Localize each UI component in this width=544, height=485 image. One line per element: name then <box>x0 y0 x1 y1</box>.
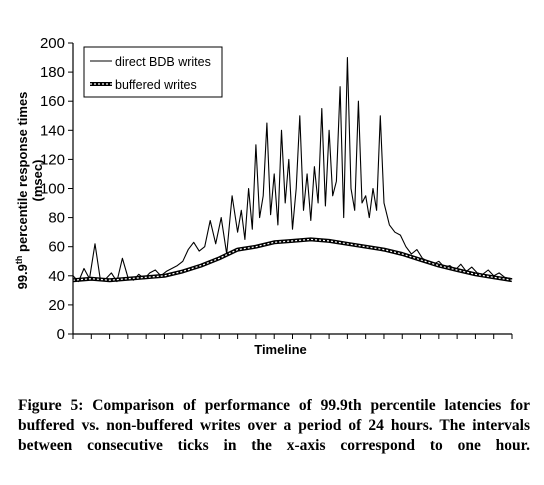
y-tick-label: 60 <box>48 239 65 256</box>
y-tick-label: 100 <box>40 181 65 198</box>
figure-caption: Figure 5: Comparison of performance of 9… <box>18 397 530 454</box>
y-axis-unit: (msec) <box>30 160 45 202</box>
x-axis-title: Timeline <box>254 342 307 357</box>
legend-entry-label: buffered writes <box>115 78 197 92</box>
line-chart: 0 20 40 60 80 100 120 140 160 180 200 Timeline 99.9t… <box>14 35 513 357</box>
y-tick-label: 140 <box>40 122 65 139</box>
y-tick-label: 180 <box>40 64 65 81</box>
series-line-buffered-hatch <box>72 238 513 281</box>
y-tick-label: 0 <box>57 326 65 343</box>
legend-box <box>83 46 223 98</box>
legend-entry-label: direct BDB writes <box>115 55 211 69</box>
y-axis-title: 99.9th percentile response times <box>14 92 30 290</box>
y-tick-label: 20 <box>48 297 65 314</box>
chart-svg: 0 20 40 60 80 100 120 140 160 180 200 Timeline 99.9t… <box>14 35 513 357</box>
y-tick-label: 200 <box>40 35 65 52</box>
y-tick-label: 120 <box>40 151 65 168</box>
y-tick-label: 160 <box>40 93 65 110</box>
y-tick-label: 40 <box>48 268 65 285</box>
y-tick-label: 80 <box>48 210 65 227</box>
